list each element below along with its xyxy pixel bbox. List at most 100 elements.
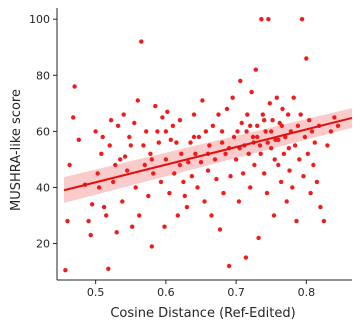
data-point-79	[214, 176, 219, 182]
data-point-17	[106, 266, 111, 271]
data-point-159	[276, 137, 281, 142]
data-point-23	[115, 123, 121, 128]
data-point-7	[86, 218, 91, 224]
data-point-126	[284, 199, 289, 204]
data-point-153	[332, 115, 337, 120]
data-point-33	[133, 185, 138, 190]
data-point-57	[175, 213, 180, 218]
data-point-134	[295, 123, 301, 128]
data-point-43	[151, 171, 156, 176]
data-point-149	[318, 204, 323, 210]
data-point-141	[305, 151, 310, 156]
data-point-70	[198, 160, 204, 165]
data-point-154	[335, 123, 341, 128]
data-point-52	[167, 190, 172, 196]
data-point-54	[170, 123, 176, 128]
data-point-41	[148, 151, 153, 156]
data-point-72	[202, 199, 207, 204]
data-point-94	[239, 120, 244, 126]
data-point-37	[141, 143, 146, 148]
y-tick-label-2: 60	[36, 125, 50, 138]
data-point-26	[121, 112, 126, 117]
data-point-67	[193, 151, 198, 156]
data-point-11	[95, 171, 100, 176]
data-point-84	[223, 151, 228, 156]
data-point-75	[207, 143, 212, 148]
data-point-48	[160, 115, 165, 120]
data-point-10	[93, 129, 98, 134]
regression-line-layer	[63, 116, 353, 192]
data-point-38	[142, 162, 147, 168]
data-point-110	[262, 171, 267, 176]
data-point-150	[321, 218, 327, 224]
data-point-0	[63, 268, 68, 273]
data-point-60	[181, 179, 186, 185]
data-point-107	[257, 143, 263, 148]
data-point-97	[243, 255, 249, 260]
data-point-158	[269, 129, 274, 134]
data-point-56	[174, 140, 179, 145]
data-point-9	[89, 202, 95, 207]
data-point-105	[255, 123, 260, 128]
data-point-160	[258, 151, 263, 156]
x-tick-label-0: 0.5	[87, 286, 105, 299]
data-point-99	[246, 151, 251, 156]
data-point-80	[216, 112, 221, 117]
data-point-77	[210, 123, 216, 128]
data-point-3	[71, 115, 76, 120]
data-point-87	[228, 174, 233, 179]
data-point-92	[236, 199, 242, 204]
data-point-161	[265, 140, 270, 145]
data-point-19	[108, 118, 114, 123]
data-point-34	[135, 98, 140, 103]
data-point-35	[137, 213, 142, 218]
data-point-28	[125, 168, 130, 173]
data-point-174	[149, 157, 154, 162]
data-point-145	[311, 162, 316, 168]
data-point-103	[252, 162, 257, 168]
data-point-69	[196, 134, 202, 140]
data-point-58	[177, 162, 183, 168]
data-point-106	[256, 235, 261, 241]
data-point-86	[226, 263, 232, 269]
data-point-111	[263, 129, 268, 134]
data-point-74	[205, 168, 211, 173]
data-point-132	[292, 143, 298, 148]
data-point-25	[120, 199, 125, 204]
data-point-155	[248, 123, 253, 128]
data-point-168	[219, 129, 225, 134]
data-point-146	[312, 140, 317, 145]
data-point-27	[122, 154, 128, 159]
data-point-29	[127, 134, 132, 140]
data-point-91	[235, 129, 240, 134]
data-point-152	[328, 129, 334, 134]
data-point-116	[270, 118, 275, 123]
data-point-15	[101, 204, 107, 210]
data-point-13	[99, 151, 104, 156]
y-tick-label-3: 80	[36, 69, 50, 82]
data-point-47	[158, 179, 164, 185]
data-point-36	[139, 39, 144, 44]
data-point-30	[128, 143, 133, 148]
data-point-128	[287, 168, 292, 173]
data-point-45	[155, 129, 160, 134]
data-point-50	[163, 157, 169, 162]
data-point-147	[314, 179, 320, 185]
data-point-71	[200, 98, 205, 103]
data-point-32	[132, 120, 137, 126]
data-point-109	[260, 112, 265, 117]
data-point-5	[76, 137, 82, 142]
data-point-14	[100, 134, 105, 140]
data-point-137	[299, 17, 305, 22]
data-point-102	[250, 134, 256, 140]
data-point-59	[179, 151, 184, 156]
data-point-76	[209, 213, 214, 218]
data-point-24	[118, 157, 123, 162]
axes-layer: 0.5 0.6 0.7 0.8 20 40 60 80 100	[29, 8, 352, 299]
data-point-140	[304, 56, 309, 61]
data-point-131	[291, 95, 296, 100]
data-point-73	[203, 129, 209, 134]
data-point-108	[259, 17, 264, 22]
data-point-100	[248, 185, 253, 190]
